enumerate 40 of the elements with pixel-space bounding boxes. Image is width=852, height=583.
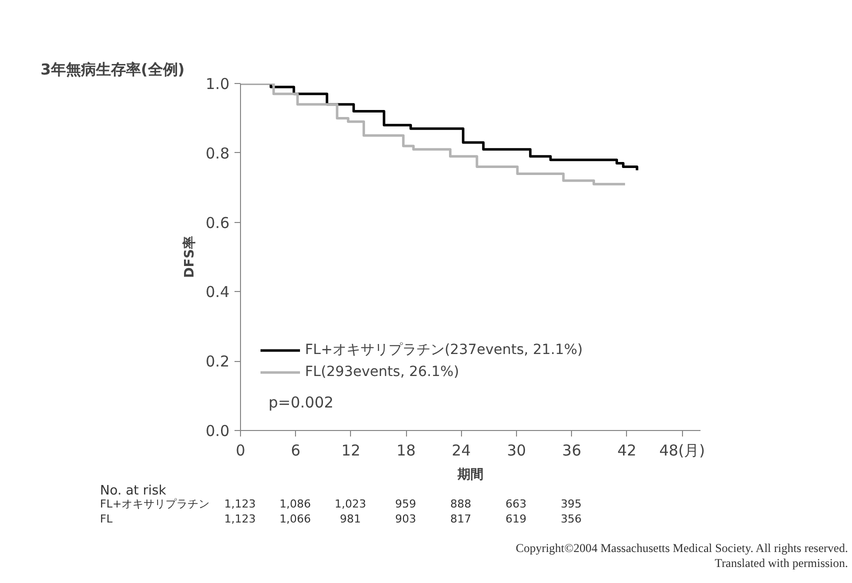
x-tick-label: 30: [506, 442, 526, 460]
annotation: p=0.002: [268, 394, 334, 412]
y-tick-label: 0.8: [206, 144, 230, 162]
x-tick-label: 48(月): [659, 442, 705, 460]
text: 663: [506, 498, 526, 510]
x-tick-label: 24: [452, 442, 471, 460]
y-tick-label: 0.2: [206, 352, 230, 371]
text: 888: [450, 498, 472, 510]
text: 817: [450, 512, 472, 526]
text: 619: [506, 512, 526, 526]
text: 1,123: [224, 498, 256, 510]
x-tick-label: 6: [290, 442, 300, 460]
y-tick-label: 0.4: [206, 283, 230, 302]
y-axis-title: DFS率: [182, 236, 198, 278]
y-tick-label: 0.6: [206, 214, 230, 232]
text: 981: [340, 512, 361, 526]
text: 959: [395, 498, 416, 510]
text: 1,066: [279, 512, 311, 526]
text: 3年無病生存率(全例): [40, 60, 185, 78]
x-tick-label: 36: [562, 442, 582, 460]
y-tick-label: 0.0: [206, 422, 230, 440]
x-tick-label: 42: [617, 442, 636, 460]
text: 395: [560, 498, 582, 510]
x-tick-label: 0: [236, 442, 246, 460]
text: 1,023: [334, 498, 366, 510]
x-tick-label: 12: [341, 442, 360, 460]
text: Copyright©2004 Massachusetts Medical Society. All rights reserved.: [516, 541, 848, 555]
y-tick-label: 1.0: [206, 75, 230, 93]
legend-label: FL(293events, 26.1%): [305, 364, 460, 380]
x-tick-label: 18: [396, 442, 416, 460]
text: Translated with permission.: [714, 556, 848, 570]
text: 1,123: [224, 512, 256, 526]
text: No. at risk: [100, 484, 166, 498]
text: FL: [100, 512, 112, 526]
text: FL+オキサリプラチン: [100, 498, 210, 510]
text: 1,086: [279, 498, 311, 510]
x-axis-title: 期間: [456, 468, 484, 482]
text: 903: [395, 512, 416, 526]
text: 356: [560, 512, 582, 526]
legend-label: FL+オキサリプラチン(237events, 21.1%): [305, 341, 583, 359]
